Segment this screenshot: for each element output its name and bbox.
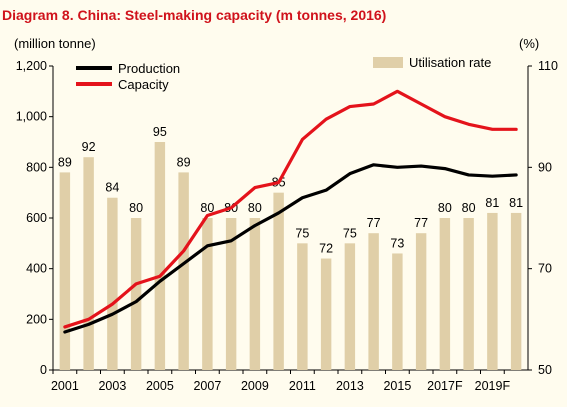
lines bbox=[63, 89, 518, 334]
utilisation-bar bbox=[463, 218, 474, 370]
bar-value-label: 72 bbox=[319, 242, 333, 256]
axes: 0 200 400 600 800 1,000 1,200 50 70 90 110 2001 2003… bbox=[16, 59, 558, 393]
utilisation-bar bbox=[83, 157, 94, 370]
utilisation-bar bbox=[439, 218, 451, 370]
utilisation-bar bbox=[415, 233, 427, 370]
right-tick-label: 110 bbox=[538, 59, 558, 73]
left-tick-label: 800 bbox=[26, 160, 47, 174]
left-tick-label: 200 bbox=[26, 312, 47, 326]
bar-value-label: 73 bbox=[390, 236, 404, 250]
bar-value-label: 80 bbox=[129, 201, 143, 215]
utilisation-bar bbox=[178, 172, 189, 370]
left-tick-label: 600 bbox=[26, 211, 47, 225]
left-tick-label: 1,000 bbox=[16, 110, 47, 124]
right-axis-label: (%) bbox=[519, 36, 539, 51]
x-tick-label: 2009 bbox=[241, 379, 269, 393]
left-tick-label: 400 bbox=[26, 262, 47, 276]
utilisation-bar bbox=[130, 218, 142, 370]
bar-value-label: 89 bbox=[58, 155, 72, 169]
bar-value-label: 80 bbox=[438, 201, 452, 215]
utilisation-bar bbox=[297, 243, 308, 370]
utilisation-bar bbox=[154, 142, 166, 370]
legend-label-production: Production bbox=[118, 61, 180, 76]
right-tick-label: 70 bbox=[538, 262, 552, 276]
x-tick-label: 2013 bbox=[336, 379, 364, 393]
bar-value-label: 84 bbox=[105, 181, 119, 195]
utilisation-bar bbox=[487, 212, 498, 370]
bar-value-label: 95 bbox=[153, 125, 167, 139]
bars bbox=[59, 142, 522, 370]
utilisation-bar bbox=[320, 258, 332, 370]
x-tick-label: 2015 bbox=[383, 379, 411, 393]
left-axis-label: (million tonne) bbox=[14, 36, 96, 51]
bar-value-label: 77 bbox=[414, 216, 428, 230]
x-tick-label: 2019F bbox=[475, 379, 511, 393]
bar-value-label: 80 bbox=[248, 201, 262, 215]
x-tick-label: 2003 bbox=[98, 379, 126, 393]
utilisation-bar bbox=[225, 218, 237, 370]
bar-value-label: 75 bbox=[295, 226, 309, 240]
bar-value-label: 80 bbox=[462, 201, 476, 215]
capacity-line bbox=[63, 89, 518, 329]
utilisation-bar bbox=[249, 218, 261, 370]
legend-label-capacity: Capacity bbox=[118, 77, 169, 92]
bar-value-label: 75 bbox=[343, 226, 357, 240]
bar-value-label: 80 bbox=[200, 201, 214, 215]
x-tick-label: 2011 bbox=[289, 379, 316, 393]
utilisation-bar bbox=[344, 243, 356, 370]
left-tick-label: 1,200 bbox=[16, 59, 47, 73]
utilisation-bar bbox=[368, 233, 379, 370]
bar-value-label: 77 bbox=[367, 216, 381, 230]
utilisation-bar bbox=[273, 192, 284, 370]
legend-swatch-utilisation bbox=[373, 57, 403, 68]
utilisation-bar bbox=[392, 253, 403, 370]
bar-value-label: 81 bbox=[509, 196, 523, 210]
bar-value-label: 92 bbox=[82, 140, 96, 154]
chart-title: Diagram 8. China: Steel-making capacity … bbox=[2, 7, 386, 23]
right-tick-label: 50 bbox=[538, 363, 552, 377]
utilisation-bar bbox=[202, 218, 213, 370]
x-tick-label: 2001 bbox=[51, 379, 79, 393]
bar-value-label: 89 bbox=[177, 155, 191, 169]
x-tick-label: 2007 bbox=[193, 379, 221, 393]
x-tick-label: 2005 bbox=[146, 379, 174, 393]
bar-value-label: 81 bbox=[485, 196, 499, 210]
left-tick-label: 0 bbox=[40, 363, 47, 377]
utilisation-bar bbox=[59, 172, 71, 370]
utilisation-bar bbox=[107, 197, 118, 370]
legend-label-utilisation: Utilisation rate bbox=[409, 55, 491, 70]
right-tick-label: 90 bbox=[538, 160, 552, 174]
x-tick-label: 2017F bbox=[427, 379, 463, 393]
production-line bbox=[63, 163, 518, 334]
utilisation-bar bbox=[510, 212, 522, 370]
